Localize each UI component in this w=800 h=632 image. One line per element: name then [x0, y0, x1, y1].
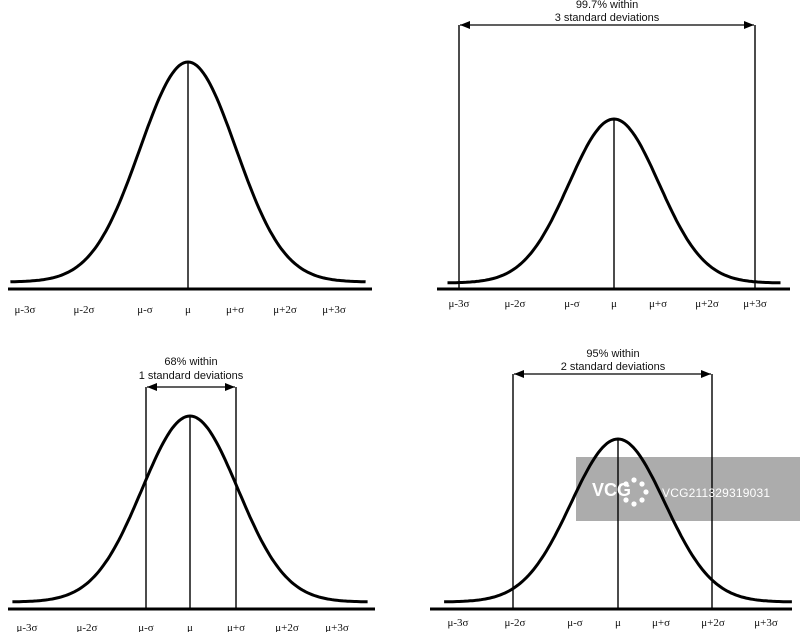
tick-label-mu-plus-2-sigma: μ+2σ	[695, 298, 719, 310]
tick-label-mu-plus-3-sigma: μ+3σ	[325, 622, 349, 632]
tick-label-mu-plus-2-sigma: μ+2σ	[273, 304, 297, 316]
tick-label-mu: μ	[185, 304, 191, 316]
right-arrowhead	[744, 21, 754, 29]
tick-label-mu-minus-sigma: μ-σ	[567, 617, 583, 629]
tick-label-mu-plus-3-sigma: μ+3σ	[743, 298, 767, 310]
tick-label-mu-plus-3-sigma: μ+3σ	[754, 617, 778, 629]
tick-label-mu-minus-3-sigma: μ-3σ	[17, 622, 38, 632]
tick-label-mu: μ	[187, 622, 193, 632]
watermark-logo-dot	[631, 501, 637, 507]
panel-95-percent: 95% within 2 standard deviations μ-3σ μ-2…	[430, 348, 792, 629]
caption-line-1: 68% within	[164, 356, 217, 368]
watermark-logo-dot	[631, 477, 637, 483]
tick-label-mu-minus-2-sigma: μ-2σ	[77, 622, 98, 632]
caption-line-1: 99.7% within	[576, 0, 638, 11]
watermark-logo: VCG	[592, 480, 631, 500]
tick-label-mu-plus-2-sigma: μ+2σ	[275, 622, 299, 632]
caption-line-1: 95% within	[586, 348, 639, 360]
right-arrowhead	[225, 383, 235, 391]
left-arrowhead	[514, 370, 524, 378]
tick-label-mu-minus-3-sigma: μ-3σ	[449, 298, 470, 310]
watermark-logo-dot	[623, 481, 629, 487]
right-arrowhead	[701, 370, 711, 378]
tick-label-mu-minus-2-sigma: μ-2σ	[505, 617, 526, 629]
caption-line-2: 3 standard deviations	[555, 12, 660, 24]
tick-label-mu-plus-3-sigma: μ+3σ	[322, 304, 346, 316]
left-arrowhead	[460, 21, 470, 29]
tick-label-mu-plus-sigma: μ+σ	[227, 622, 245, 632]
caption-line-2: 2 standard deviations	[561, 361, 666, 373]
tick-label-mu-minus-sigma: μ-σ	[564, 298, 580, 310]
left-arrowhead	[147, 383, 157, 391]
tick-label-mu-plus-2-sigma: μ+2σ	[701, 617, 725, 629]
watermark-id: VCG211329319031	[662, 486, 770, 500]
watermark	[576, 457, 800, 521]
panel-standard-curve: μ-3σ μ-2σ μ-σ μ μ+σ μ+2σ μ+3σ	[8, 60, 372, 316]
tick-label-mu-plus-sigma: μ+σ	[652, 617, 670, 629]
watermark-logo-dot	[639, 481, 645, 487]
watermark-logo-dot	[623, 497, 629, 503]
tick-label-mu-minus-3-sigma: μ-3σ	[448, 617, 469, 629]
tick-label-mu-minus-2-sigma: μ-2σ	[74, 304, 95, 316]
watermark-logo-dot	[639, 497, 645, 503]
caption-line-2: 1 standard deviations	[139, 370, 244, 382]
panel-99-7-percent: 99.7% within 3 standard deviations μ-3σ μ…	[437, 0, 790, 310]
tick-label-mu: μ	[611, 298, 617, 310]
watermark-logo-dot	[643, 489, 649, 495]
tick-label-mu-plus-sigma: μ+σ	[226, 304, 244, 316]
panel-68-percent: 68% within 1 standard deviations μ-3σ μ-2…	[8, 356, 375, 632]
tick-label-mu-minus-sigma: μ-σ	[138, 622, 154, 632]
tick-label-mu: μ	[615, 617, 621, 629]
tick-label-mu-minus-3-sigma: μ-3σ	[15, 304, 36, 316]
tick-label-mu-plus-sigma: μ+σ	[649, 298, 667, 310]
tick-label-mu-minus-2-sigma: μ-2σ	[505, 298, 526, 310]
watermark-overlay: VCG VCG211329319031	[592, 477, 770, 507]
tick-label-mu-minus-sigma: μ-σ	[137, 304, 153, 316]
